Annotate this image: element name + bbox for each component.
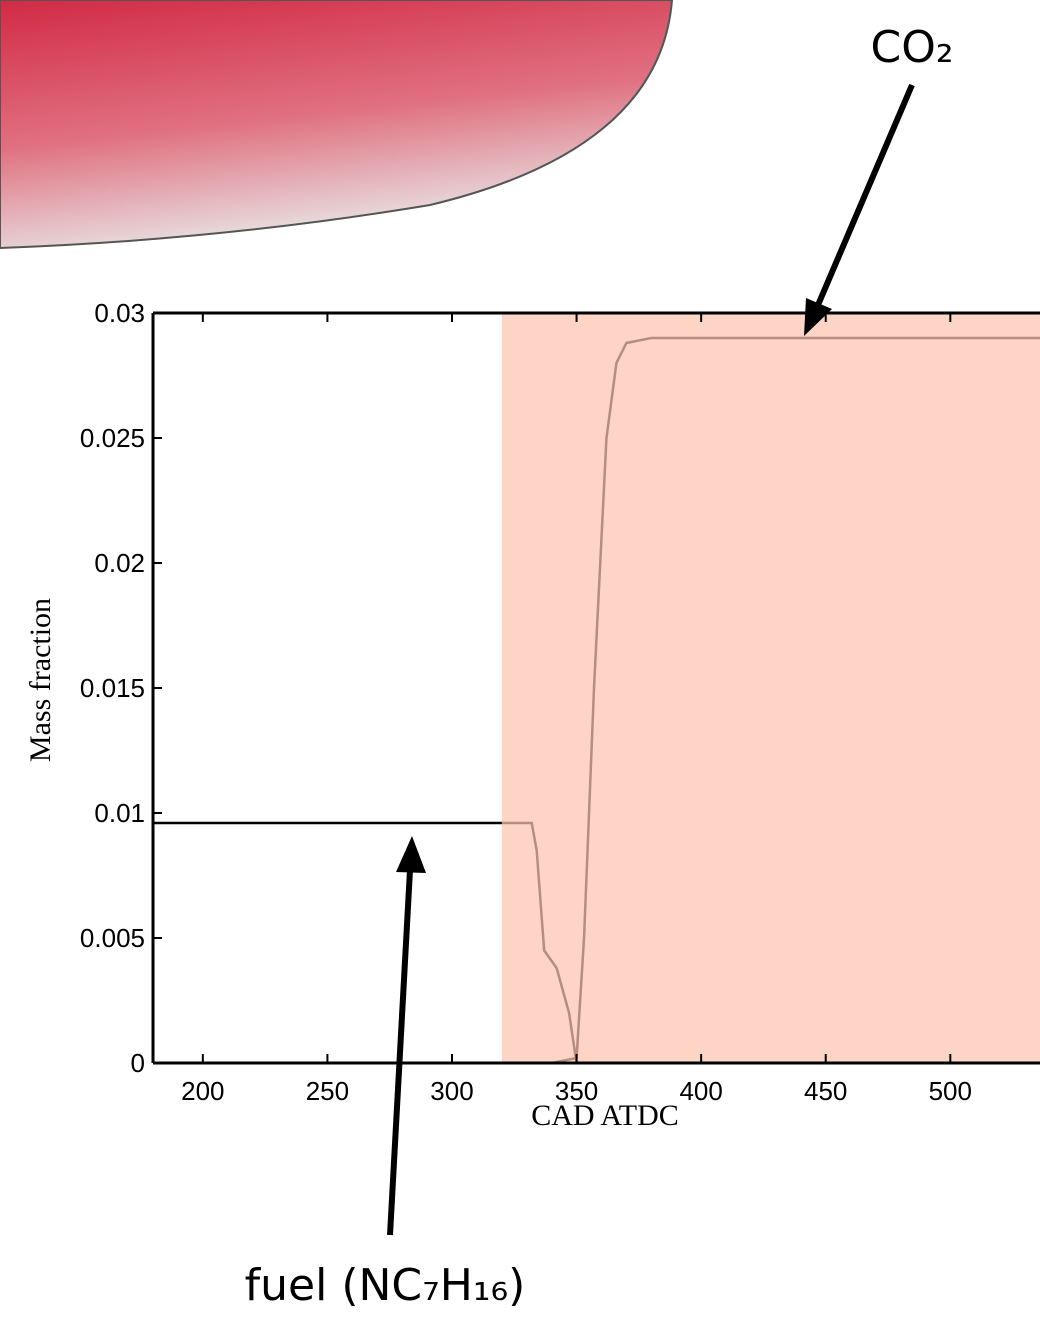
x-axis-label: CAD ATDC [531, 1099, 679, 1132]
y-tick-label: 0.02 [94, 548, 145, 578]
x-tick-label: 300 [430, 1076, 473, 1106]
annotation: fuel (NC₇H₁₆) [245, 1260, 526, 1311]
annotation: CO₂ [871, 22, 954, 73]
arrow [804, 83, 915, 336]
surface-image [0, 0, 674, 250]
x-tick-label: 450 [804, 1076, 847, 1106]
x-tick-label: 500 [929, 1076, 972, 1106]
x-tick-label: 250 [306, 1076, 349, 1106]
y-tick-label: 0.015 [80, 673, 145, 703]
y-axis-label: Mass fraction [24, 598, 57, 762]
y-tick-label: 0 [131, 1048, 145, 1078]
y-tick-label: 0.03 [94, 298, 145, 328]
x-tick-label: 400 [679, 1076, 722, 1106]
y-tick-label: 0.01 [94, 798, 145, 828]
arrow [387, 836, 426, 1236]
x-tick-label: 350 [555, 1076, 598, 1106]
y-tick-label: 0.025 [80, 423, 145, 453]
x-tick-label: 200 [181, 1076, 224, 1106]
shaded-region [501, 313, 1040, 1063]
y-tick-label: 0.005 [80, 923, 145, 953]
